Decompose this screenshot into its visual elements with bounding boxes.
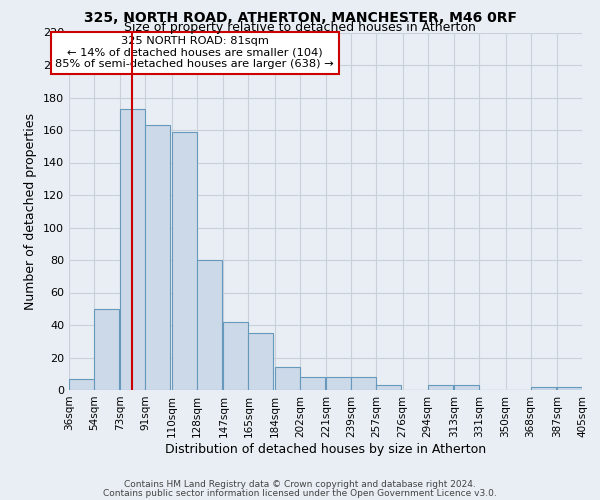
Bar	[94, 308, 119, 390]
Bar	[428, 385, 453, 390]
Bar	[121, 109, 145, 390]
Bar	[223, 322, 248, 390]
Bar	[557, 387, 582, 390]
X-axis label: Distribution of detached houses by size in Atherton: Distribution of detached houses by size …	[165, 442, 486, 456]
Bar	[172, 132, 197, 390]
Bar	[248, 333, 274, 390]
Text: Contains HM Land Registry data © Crown copyright and database right 2024.: Contains HM Land Registry data © Crown c…	[124, 480, 476, 489]
Bar	[197, 260, 222, 390]
Bar	[326, 377, 351, 390]
Text: 325 NORTH ROAD: 81sqm
← 14% of detached houses are smaller (104)
85% of semi-det: 325 NORTH ROAD: 81sqm ← 14% of detached …	[55, 36, 334, 70]
Bar	[351, 377, 376, 390]
Bar	[376, 385, 401, 390]
Bar	[530, 387, 556, 390]
Bar	[300, 377, 325, 390]
Y-axis label: Number of detached properties: Number of detached properties	[25, 113, 37, 310]
Bar	[69, 378, 94, 390]
Text: Size of property relative to detached houses in Atherton: Size of property relative to detached ho…	[124, 21, 476, 34]
Bar	[275, 367, 300, 390]
Bar	[454, 385, 479, 390]
Bar	[145, 125, 170, 390]
Text: 325, NORTH ROAD, ATHERTON, MANCHESTER, M46 0RF: 325, NORTH ROAD, ATHERTON, MANCHESTER, M…	[83, 11, 517, 25]
Text: Contains public sector information licensed under the Open Government Licence v3: Contains public sector information licen…	[103, 488, 497, 498]
